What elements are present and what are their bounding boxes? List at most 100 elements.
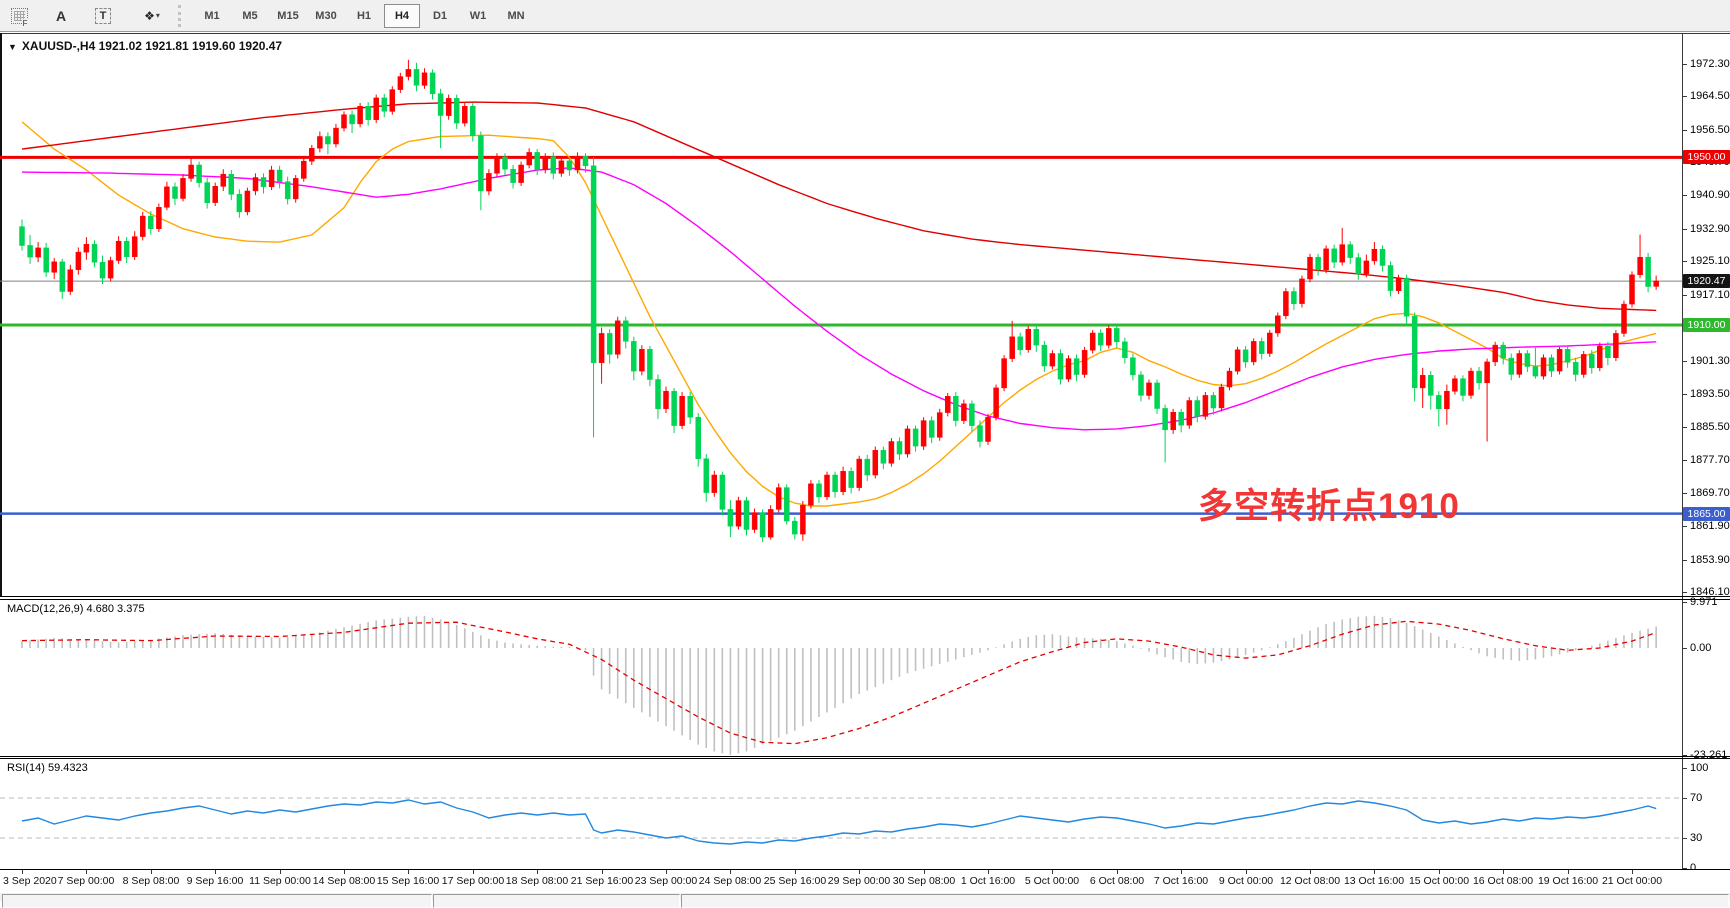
date-tick [1503,870,1504,874]
toolbar-separator [178,4,186,27]
date-tick [666,870,667,874]
timeframe-button-m15[interactable]: M15 [277,10,299,22]
date-axis-border [0,869,1730,870]
cursor-tool-icon[interactable]: ❖ ▾ [144,8,160,23]
main-candlestick-chart[interactable] [0,33,1682,596]
date-axis-label: 29 Sep 00:00 [827,875,891,887]
rsi-tick [1682,868,1687,869]
price-axis-label: 1917.10 [1690,289,1730,301]
chart-frame-left [0,33,2,596]
price-tick [1682,261,1687,262]
panel-separator[interactable] [0,758,1730,759]
macd-tick [1682,602,1687,603]
date-axis-label: 3 Sep 2020 [3,875,57,887]
price-axis-label: 1940.90 [1690,189,1730,201]
price-tick [1682,229,1687,230]
date-axis-label: 15 Sep 16:00 [376,875,440,887]
price-tick [1682,361,1687,362]
rsi-indicator-panel[interactable] [0,759,1682,870]
date-axis-label: 7 Oct 16:00 [1153,875,1209,887]
date-axis-label: 17 Sep 00:00 [441,875,505,887]
timeframe-button-group: M1 M5 M15 M30 H1 H4 D1 W1 MN [194,3,534,28]
price-axis-label: 1893.50 [1690,388,1730,400]
top-toolbar: F A T ❖ ▾ M1 M5 M15 M30 H1 H4 D1 W1 MN [0,0,1730,32]
status-panel-left [2,894,432,908]
macd-indicator-panel[interactable] [0,600,1682,756]
date-axis-label: 7 Sep 00:00 [57,875,115,887]
price-axis-label: 1956.50 [1690,124,1730,136]
date-axis-label: 24 Sep 08:00 [698,875,762,887]
date-tick [1117,870,1118,874]
date-axis-label: 11 Sep 00:00 [249,875,311,887]
date-axis-label: 6 Oct 08:00 [1089,875,1145,887]
price-axis-label: 1885.50 [1690,421,1730,433]
date-axis-label: 13 Oct 16:00 [1343,875,1405,887]
date-axis-label: 25 Sep 16:00 [763,875,827,887]
panel-separator[interactable] [0,599,1730,600]
price-tick [1682,394,1687,395]
date-axis-label: 12 Oct 08:00 [1279,875,1341,887]
price-badge: 1950.00 [1683,150,1730,164]
price-tick [1682,427,1687,428]
timeframe-button-mn[interactable]: MN [507,10,525,22]
date-axis-label: 9 Sep 16:00 [186,875,244,887]
macd-label: MACD(12,26,9) 4.680 3.375 [7,603,145,615]
date-tick [1632,870,1633,874]
fractals-grid-icon[interactable]: F [6,4,32,28]
price-tick [1682,130,1687,131]
date-axis-label: 30 Sep 08:00 [892,875,956,887]
price-axis-label: 1932.90 [1690,223,1730,235]
price-axis-label: 1901.30 [1690,355,1730,367]
timeframe-button-h4[interactable]: H4 [384,4,420,28]
price-axis-label: 1972.30 [1690,58,1730,70]
date-tick [280,870,281,874]
price-tick [1682,96,1687,97]
date-tick [859,870,860,874]
date-axis-label: 23 Sep 00:00 [634,875,698,887]
timeframe-button-m1[interactable]: M1 [204,10,220,22]
rsi-tick [1682,768,1687,769]
macd-axis-label: 9.971 [1690,596,1718,608]
price-axis-label: 1869.70 [1690,487,1730,499]
price-tick [1682,64,1687,65]
chart-frame-top [0,33,1730,34]
date-tick [215,870,216,874]
time-axis[interactable]: 3 Sep 2020 7 Sep 00:00 8 Sep 08:00 9 Sep 16… [0,870,1730,892]
chart-annotation-text: 多空转折点1910 [1198,487,1460,526]
symbol-header[interactable]: ▼ XAUUSD-,H4 1921.02 1921.81 1919.60 1920… [8,39,282,53]
timeframe-button-m30[interactable]: M30 [315,10,337,22]
date-tick [1374,870,1375,874]
date-tick [1052,870,1053,874]
price-axis-label: 1964.50 [1690,90,1730,102]
date-tick [795,870,796,874]
price-axis-label: 1925.10 [1690,255,1730,267]
date-tick [22,870,23,874]
price-tick [1682,592,1687,593]
date-axis-label: 5 Oct 00:00 [1024,875,1080,887]
timeframe-button-m5[interactable]: M5 [242,10,258,22]
price-axis-label: 1877.70 [1690,454,1730,466]
collapse-triangle-icon[interactable]: ▼ [8,42,17,52]
timeframe-button-h1[interactable]: H1 [356,10,372,22]
rsi-axis-label: 100 [1690,762,1709,774]
date-tick [537,870,538,874]
text-box-icon[interactable]: T [90,4,116,28]
status-panel-middle [433,894,680,908]
date-axis-label: 16 Oct 08:00 [1472,875,1534,887]
date-axis-label: 9 Oct 00:00 [1218,875,1274,887]
date-tick [602,870,603,874]
symbol-ohlc-text: XAUUSD-,H4 1921.02 1921.81 1919.60 1920.… [21,39,283,53]
rsi-axis-label: 0 [1690,862,1697,874]
panel-separator[interactable] [0,756,1730,757]
date-tick [473,870,474,874]
timeframe-button-w1[interactable]: W1 [469,10,487,22]
panel-separator[interactable] [0,596,1730,597]
price-tick [1682,295,1687,296]
text-label-icon[interactable]: A [55,7,67,24]
dropdown-caret-icon[interactable]: ▾ [155,11,160,20]
date-tick [1568,870,1569,874]
date-axis-label: 19 Oct 16:00 [1537,875,1599,887]
price-axis-border [1682,33,1683,892]
price-axis-label: 1861.90 [1690,520,1730,532]
timeframe-button-d1[interactable]: D1 [432,10,448,22]
